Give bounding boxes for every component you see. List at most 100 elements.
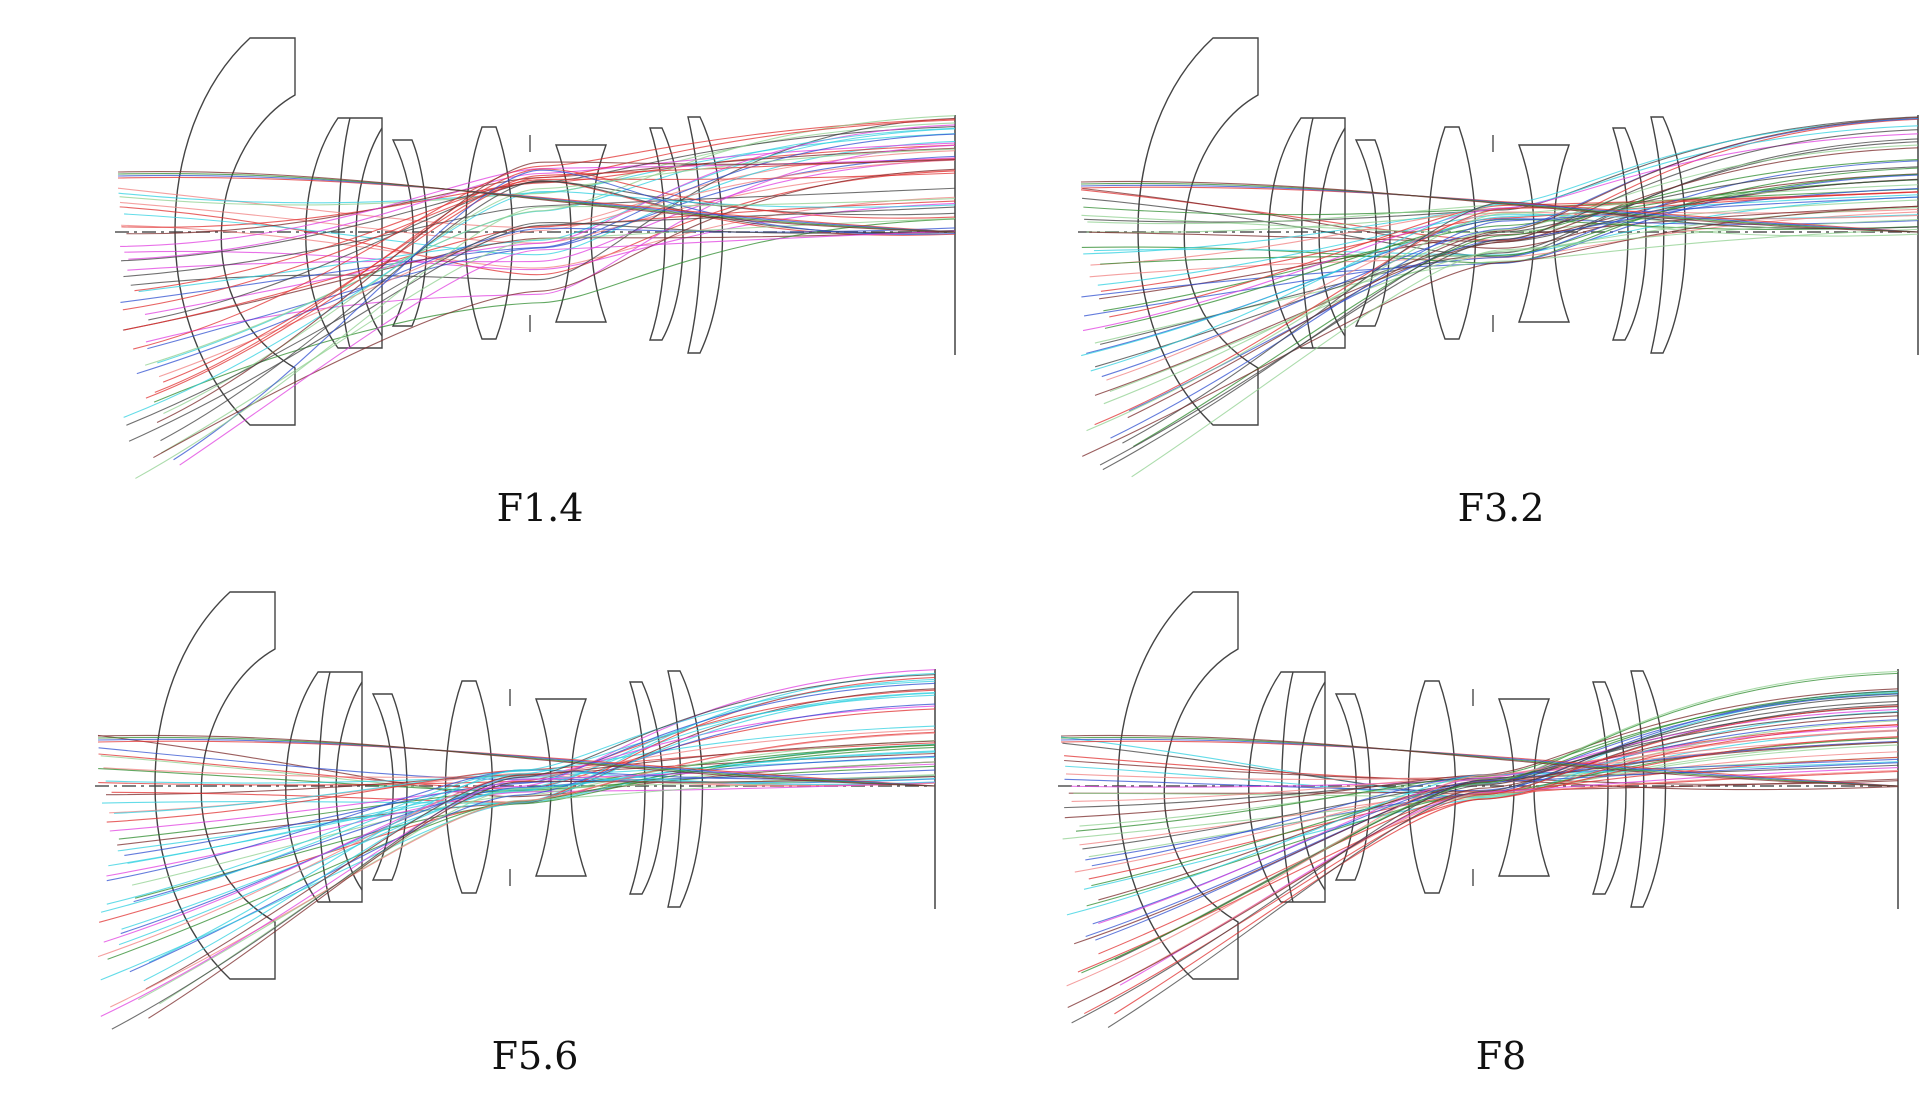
light-ray (1083, 160, 1919, 317)
light-ray (1093, 196, 1919, 256)
light-ray (1104, 218, 1919, 329)
light-ray (133, 118, 956, 350)
light-ray (153, 218, 956, 403)
light-ray (1094, 147, 1919, 396)
light-ray (1081, 194, 1919, 357)
light-ray (1086, 184, 1919, 432)
light-ray (156, 158, 956, 424)
marginal-ray (97, 734, 936, 787)
light-ray (1071, 711, 1899, 1024)
light-ray (1114, 724, 1899, 1015)
diagram-panel-f3-2: F3.2 (963, 0, 1926, 548)
light-ray (1114, 700, 1899, 961)
light-ray (106, 680, 936, 905)
light-ray (1064, 719, 1899, 792)
lens-diagram-f5-6 (95, 591, 936, 1030)
light-ray (162, 158, 956, 383)
light-ray (148, 776, 936, 1019)
lens-element-doublet-a (1268, 117, 1346, 349)
light-ray (122, 180, 956, 311)
light-ray (124, 202, 956, 271)
lens-element-rear-b (1650, 116, 1687, 354)
diagram-panel-f1-4: F1.4 (0, 0, 963, 548)
light-ray (145, 119, 956, 399)
lens-element-rear-b (687, 116, 724, 354)
light-ray (123, 200, 956, 331)
light-ray (1107, 695, 1899, 1028)
light-ray (179, 230, 956, 466)
light-ray (1062, 720, 1899, 840)
light-ray (1127, 116, 1919, 419)
lens-element-rear-b (1630, 670, 1667, 908)
light-ray (160, 180, 956, 442)
light-ray (1099, 141, 1919, 345)
lens-diagram-f1-4 (115, 37, 956, 479)
marginal-ray (1080, 186, 1919, 233)
light-ray (1103, 179, 1919, 312)
light-ray (100, 694, 936, 913)
marginal-ray (97, 740, 936, 787)
panel-caption-f1-4: F1.4 (496, 486, 584, 530)
light-ray (160, 217, 956, 454)
light-ray (128, 142, 956, 260)
lens-element-doublet-a (285, 671, 363, 903)
light-ray (110, 732, 936, 1008)
light-ray (1083, 705, 1899, 1015)
light-ray (163, 148, 956, 415)
light-ray (124, 140, 956, 256)
light-ray (1080, 118, 1919, 241)
light-ray (1099, 769, 1899, 993)
lens-element-meniscus (391, 139, 428, 327)
marginal-ray (1080, 180, 1919, 233)
light-ray (148, 769, 936, 963)
diagram-panel-f8: F8 (963, 548, 1926, 1096)
light-ray (1103, 144, 1919, 405)
lens-element-front-meniscus (174, 37, 296, 426)
lens-element-front-meniscus (1137, 37, 1259, 426)
light-ray (159, 774, 936, 1005)
light-ray (126, 222, 956, 426)
light-ray (97, 734, 936, 798)
light-ray (121, 144, 956, 228)
light-ray (108, 678, 936, 867)
light-ray (117, 672, 936, 852)
marginal-ray (117, 176, 956, 233)
lens-element-meniscus (371, 693, 408, 881)
light-ray (97, 728, 936, 958)
lens-element-front-meniscus (1117, 591, 1239, 980)
light-ray (100, 692, 936, 981)
light-ray (1102, 166, 1919, 471)
light-ray (1110, 196, 1919, 439)
light-ray (1081, 690, 1899, 974)
light-ray (123, 187, 956, 278)
light-ray (128, 206, 956, 442)
lens-diagram-f8 (1058, 591, 1899, 1028)
light-ray (127, 159, 956, 271)
panel-caption-f3-2: F3.2 (1457, 486, 1545, 530)
light-ray (1100, 191, 1919, 292)
light-ray (1082, 133, 1919, 332)
lens-element-doublet-a (305, 117, 383, 349)
light-ray (1099, 205, 1919, 300)
light-ray (120, 682, 936, 935)
marginal-ray (1060, 734, 1899, 787)
light-ray (138, 128, 956, 293)
light-ray (135, 198, 956, 479)
light-ray (109, 669, 936, 832)
light-ray (1074, 729, 1899, 873)
lens-element-biconcave (1498, 698, 1550, 877)
panel-caption-f8: F8 (1475, 1034, 1527, 1078)
light-ray (1098, 708, 1899, 924)
light-ray (1094, 228, 1919, 344)
lens-element-doublet-b (338, 117, 383, 349)
lens-element-rear-a (629, 681, 664, 895)
light-ray (1133, 158, 1919, 447)
lens-element-meniscus (1334, 693, 1371, 881)
light-ray (1092, 740, 1899, 925)
light-ray (1082, 205, 1919, 457)
light-ray (106, 781, 936, 877)
light-ray (111, 674, 936, 1030)
light-ray (1109, 191, 1919, 318)
light-ray (138, 775, 936, 1001)
light-ray (133, 755, 936, 903)
